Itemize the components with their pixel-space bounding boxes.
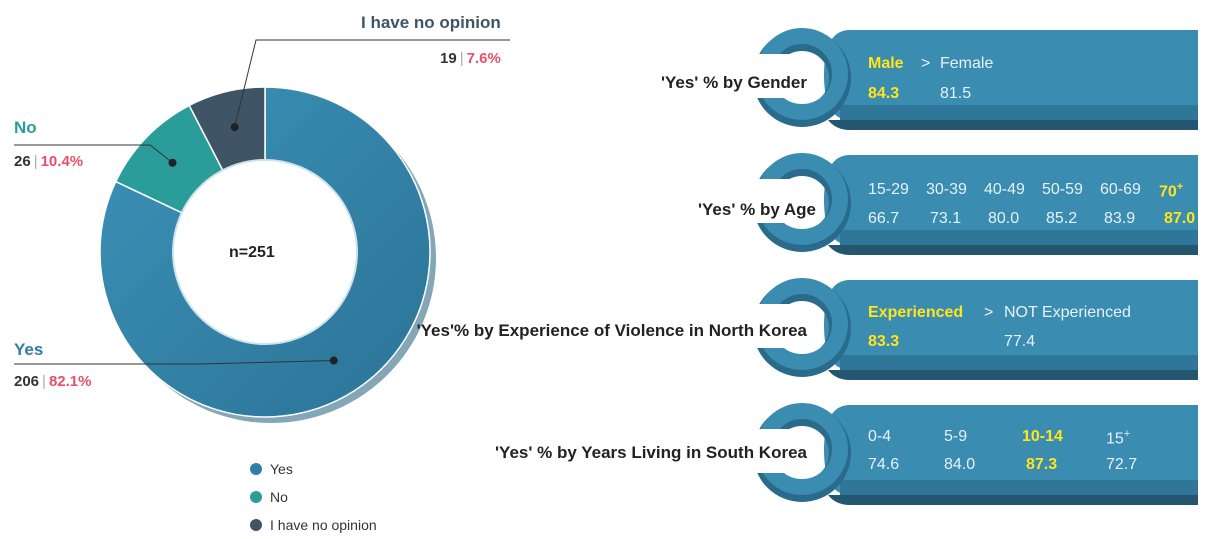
slice-percent-no: 10.4%	[40, 153, 84, 170]
slice-count-yes: 206	[14, 373, 40, 390]
panel-shape-age	[740, 153, 1198, 255]
stat-separator: |	[42, 373, 46, 390]
leader-dot-no	[168, 158, 177, 167]
violence-relation: >	[984, 304, 994, 321]
panel-title-age: 'Yes' % by Age	[697, 200, 816, 219]
panel-title-years: 'Yes' % by Years Living in South Korea	[495, 443, 807, 462]
gender-value-male: 84.3	[868, 85, 900, 102]
panel-shape-violence	[740, 278, 1198, 380]
age-header-70-plus: 70+	[1159, 181, 1183, 201]
slice-label-no: No	[14, 118, 37, 137]
gender-relation: >	[921, 55, 931, 72]
legend-swatch-no-opinion	[250, 519, 262, 531]
years-header-0-4: 0-4	[868, 428, 892, 445]
age-header-60-69: 60-69	[1100, 181, 1141, 198]
years-header-5-9: 5-9	[944, 428, 968, 445]
slice-percent-yes: 82.1%	[48, 373, 92, 390]
slice-label-yes: Yes	[14, 340, 44, 359]
years-header-15: 15	[1106, 430, 1124, 448]
gender-value-female: 81.5	[940, 85, 972, 102]
slice-stat-no: 26 | 10.4%	[14, 153, 83, 170]
years-header-15-plus: 15+	[1106, 428, 1130, 448]
chart-legend: Yes No I have no opinion	[250, 455, 377, 539]
slice-stat-no-opinion: 19 | 7.6%	[440, 50, 501, 67]
stat-separator: |	[459, 50, 464, 67]
leader-dot-no-opinion	[230, 123, 239, 132]
slice-stat-yes: 206 | 82.1%	[14, 373, 91, 390]
stat-separator: |	[33, 153, 38, 170]
leader-dot-yes	[329, 356, 338, 365]
violence-value-not-experienced: 77.4	[1004, 333, 1036, 350]
donut-chart	[14, 39, 510, 423]
donut-hole	[172, 159, 358, 345]
breakdown-panels	[740, 28, 1198, 505]
panel-shape-years	[740, 403, 1198, 505]
leader-line-no	[14, 144, 173, 164]
age-value-15-29: 66.7	[868, 210, 900, 227]
age-header-50-59: 50-59	[1042, 181, 1083, 198]
slice-label-no-opinion: I have no opinion	[361, 13, 501, 32]
legend-label-yes: Yes	[270, 461, 293, 477]
gender-header-female: Female	[940, 55, 994, 72]
years-value-5-9: 84.0	[944, 456, 976, 473]
age-value-40-49: 80.0	[988, 210, 1020, 227]
legend-label-no: No	[270, 489, 288, 505]
violence-header-experienced: Experienced	[868, 304, 964, 321]
age-header-15-29: 15-29	[868, 181, 909, 198]
legend-swatch-yes	[250, 463, 262, 475]
years-header-plus: +	[1123, 428, 1131, 440]
slice-count-no-opinion: 19	[440, 50, 457, 67]
legend-item-no: No	[250, 483, 377, 511]
years-value-15-plus: 72.7	[1106, 456, 1138, 473]
age-header-plus: +	[1176, 181, 1184, 193]
donut-leaders	[14, 39, 510, 365]
years-value-10-14: 87.3	[1026, 456, 1058, 473]
age-header-40-49: 40-49	[984, 181, 1025, 198]
panel-title-violence: 'Yes'% by Experience of Violence in Nort…	[416, 321, 807, 340]
age-header-70: 70	[1159, 183, 1177, 201]
legend-label-no-opinion: I have no opinion	[270, 517, 377, 533]
age-header-30-39: 30-39	[926, 181, 967, 198]
violence-value-experienced: 83.3	[868, 333, 900, 350]
leader-line-no-opinion	[234, 39, 510, 128]
slice-percent-no-opinion: 7.6%	[466, 50, 501, 67]
years-header-10-14: 10-14	[1022, 428, 1063, 445]
years-value-0-4: 74.6	[868, 456, 900, 473]
age-value-70-plus: 87.0	[1164, 210, 1196, 227]
violence-header-not-experienced: NOT Experienced	[1004, 304, 1131, 321]
slice-count-no: 26	[14, 153, 31, 170]
panel-title-gender: 'Yes' % by Gender	[660, 73, 807, 92]
gender-header-male: Male	[868, 55, 904, 72]
sample-size-label: n=251	[229, 244, 275, 261]
age-value-50-59: 85.2	[1046, 210, 1078, 227]
age-value-60-69: 83.9	[1104, 210, 1136, 227]
legend-swatch-no	[250, 491, 262, 503]
donut-slices	[99, 86, 431, 418]
leader-line-yes	[14, 360, 334, 365]
legend-item-no-opinion: I have no opinion	[250, 511, 377, 539]
legend-item-yes: Yes	[250, 455, 377, 483]
age-value-30-39: 73.1	[930, 210, 962, 227]
panel-shape-gender	[740, 28, 1198, 130]
